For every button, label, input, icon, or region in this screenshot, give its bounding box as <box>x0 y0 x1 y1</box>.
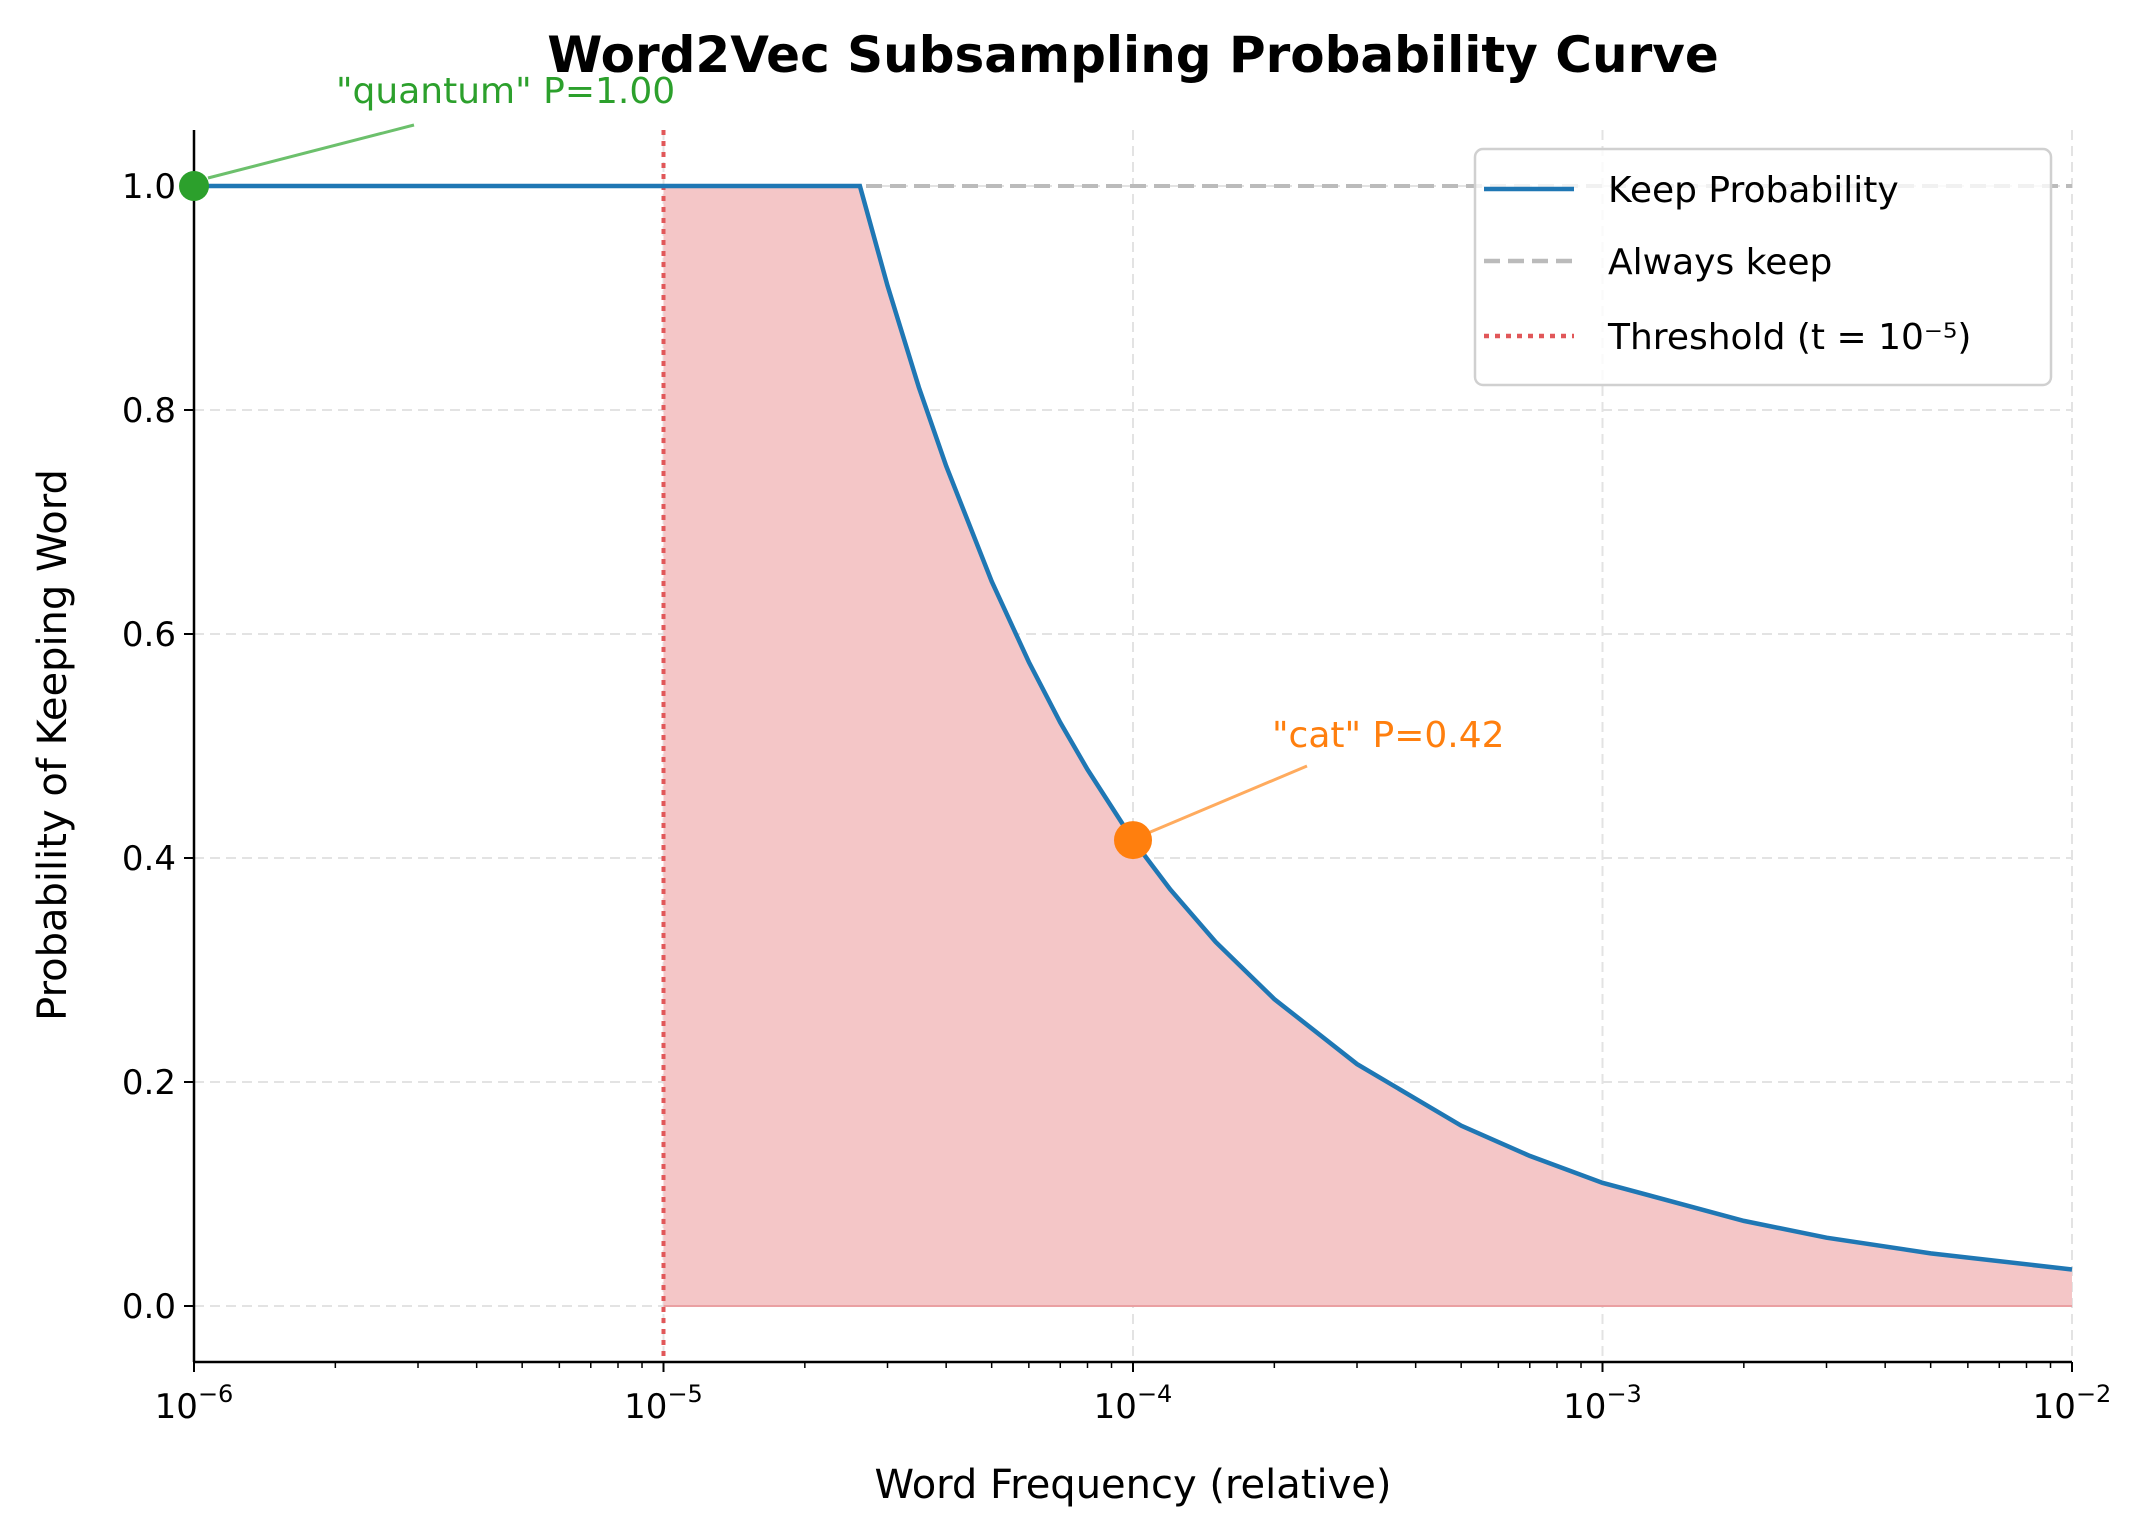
y-tick-label: 0.4 <box>122 839 176 879</box>
x-tick-label: 10−6 <box>155 1380 234 1427</box>
x-tick-label: 10−3 <box>1563 1380 1642 1427</box>
y-tick-label: 0.8 <box>122 391 176 431</box>
annotations: "quantum" P=1.00 "cat" P=0.42 <box>179 71 1505 860</box>
legend-label: Keep Probability <box>1608 170 1899 211</box>
cat-arrow <box>1147 764 1308 835</box>
legend: Keep Probability Always keep Threshold (t … <box>1473 147 2053 387</box>
y-axis-label: Probability of Keeping Word <box>30 469 76 1021</box>
x-tick-label: 10−4 <box>1094 1380 1173 1427</box>
fill-region <box>663 186 2072 1307</box>
quantum-point <box>179 171 209 201</box>
x-tick-label: 10−5 <box>624 1380 703 1427</box>
legend-label: Always keep <box>1608 242 1832 283</box>
cat-annotation: "cat" P=0.42 <box>1272 715 1505 756</box>
cat-point <box>1114 821 1152 860</box>
legend-label: Threshold (t = 10⁻⁵) <box>1607 317 1971 358</box>
x-tick-label: 10−2 <box>2033 1380 2112 1427</box>
y-tick-label: 0.6 <box>122 615 176 655</box>
chart-title: Word2Vec Subsampling Probability Curve <box>547 26 1718 84</box>
x-axis-label: Word Frequency (relative) <box>875 1462 1392 1508</box>
y-tick-label: 0.2 <box>122 1063 176 1103</box>
axes: 0.0 0.2 0.4 0.6 0.8 1.0 10−6 10−5 10−4 10−3 10−2 <box>122 130 2111 1427</box>
fill-area <box>663 186 2072 1306</box>
quantum-annotation: "quantum" P=1.00 <box>336 71 675 112</box>
y-tick-label: 1.0 <box>122 167 176 207</box>
legend-box <box>1473 147 2053 387</box>
y-tick-label: 0.0 <box>122 1287 176 1327</box>
quantum-arrow <box>207 123 415 180</box>
